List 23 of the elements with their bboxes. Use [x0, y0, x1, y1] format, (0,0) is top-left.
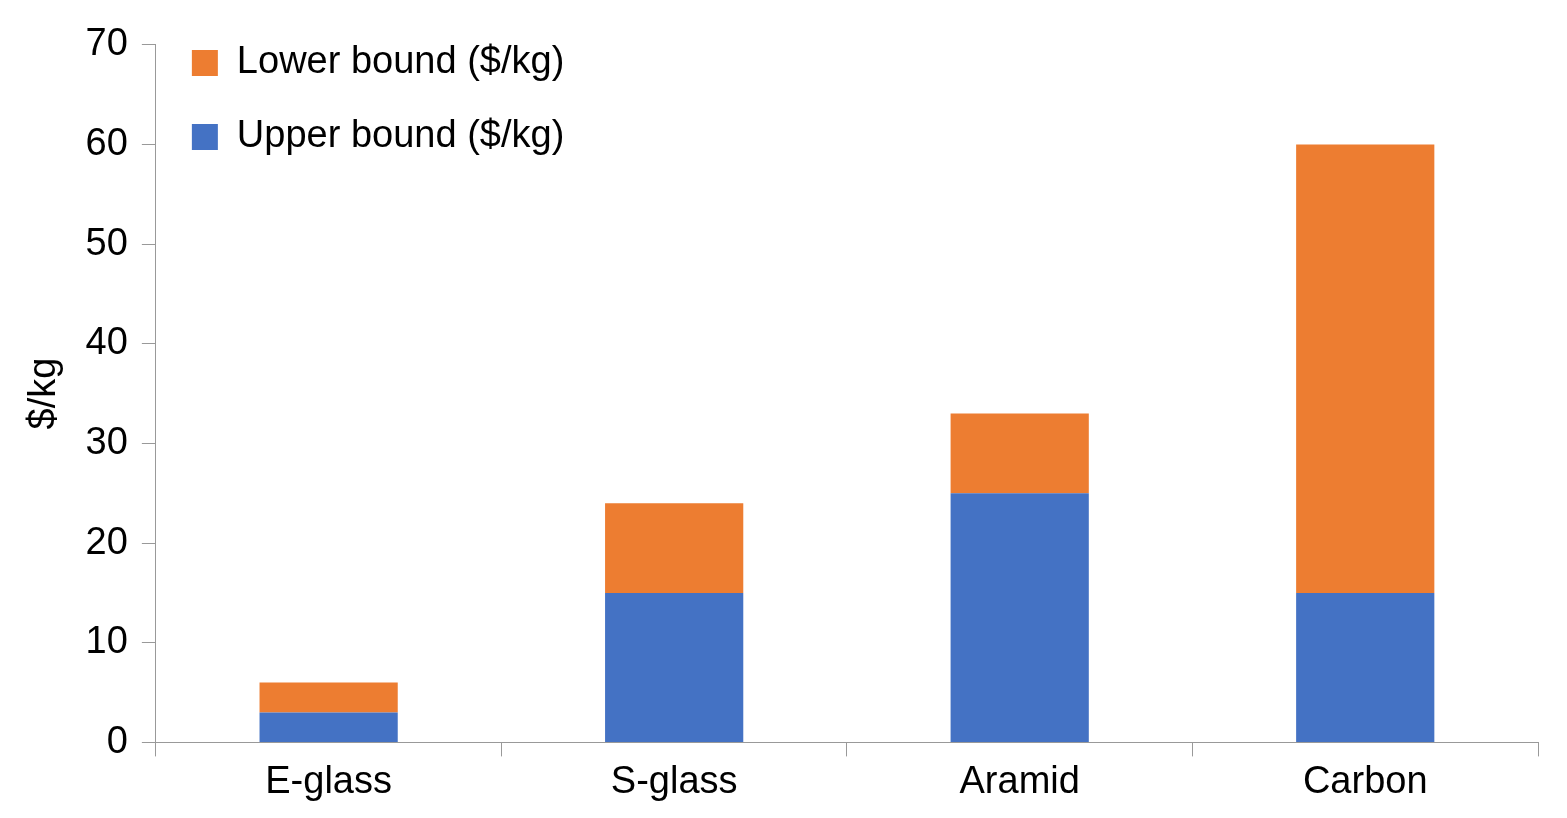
bar — [950, 493, 1089, 742]
x-tick-label: Aramid — [959, 758, 1080, 801]
bar — [259, 682, 398, 713]
y-tick-label: 10 — [85, 619, 128, 662]
x-tick-label: E-glass — [265, 758, 392, 801]
y-tick-label: 0 — [106, 718, 128, 761]
bar — [605, 503, 744, 593]
y-tick-label: 50 — [85, 220, 128, 263]
bar — [1296, 592, 1435, 742]
legend-label: Upper bound ($/kg) — [236, 113, 565, 156]
y-tick-label: 40 — [85, 320, 128, 363]
bar — [259, 712, 398, 742]
y-tick-label: 30 — [85, 419, 128, 462]
x-tick-label: S-glass — [610, 758, 738, 801]
y-tick-label: 20 — [85, 519, 128, 562]
y-axis-title: $/kg — [21, 357, 64, 430]
bar — [605, 592, 744, 742]
legend-label: Lower bound ($/kg) — [236, 39, 565, 82]
y-tick-label: 60 — [85, 120, 128, 163]
y-tick-label: 70 — [85, 21, 128, 64]
x-tick-label: Carbon — [1302, 758, 1428, 801]
bar — [950, 413, 1089, 494]
bar — [1296, 144, 1435, 593]
